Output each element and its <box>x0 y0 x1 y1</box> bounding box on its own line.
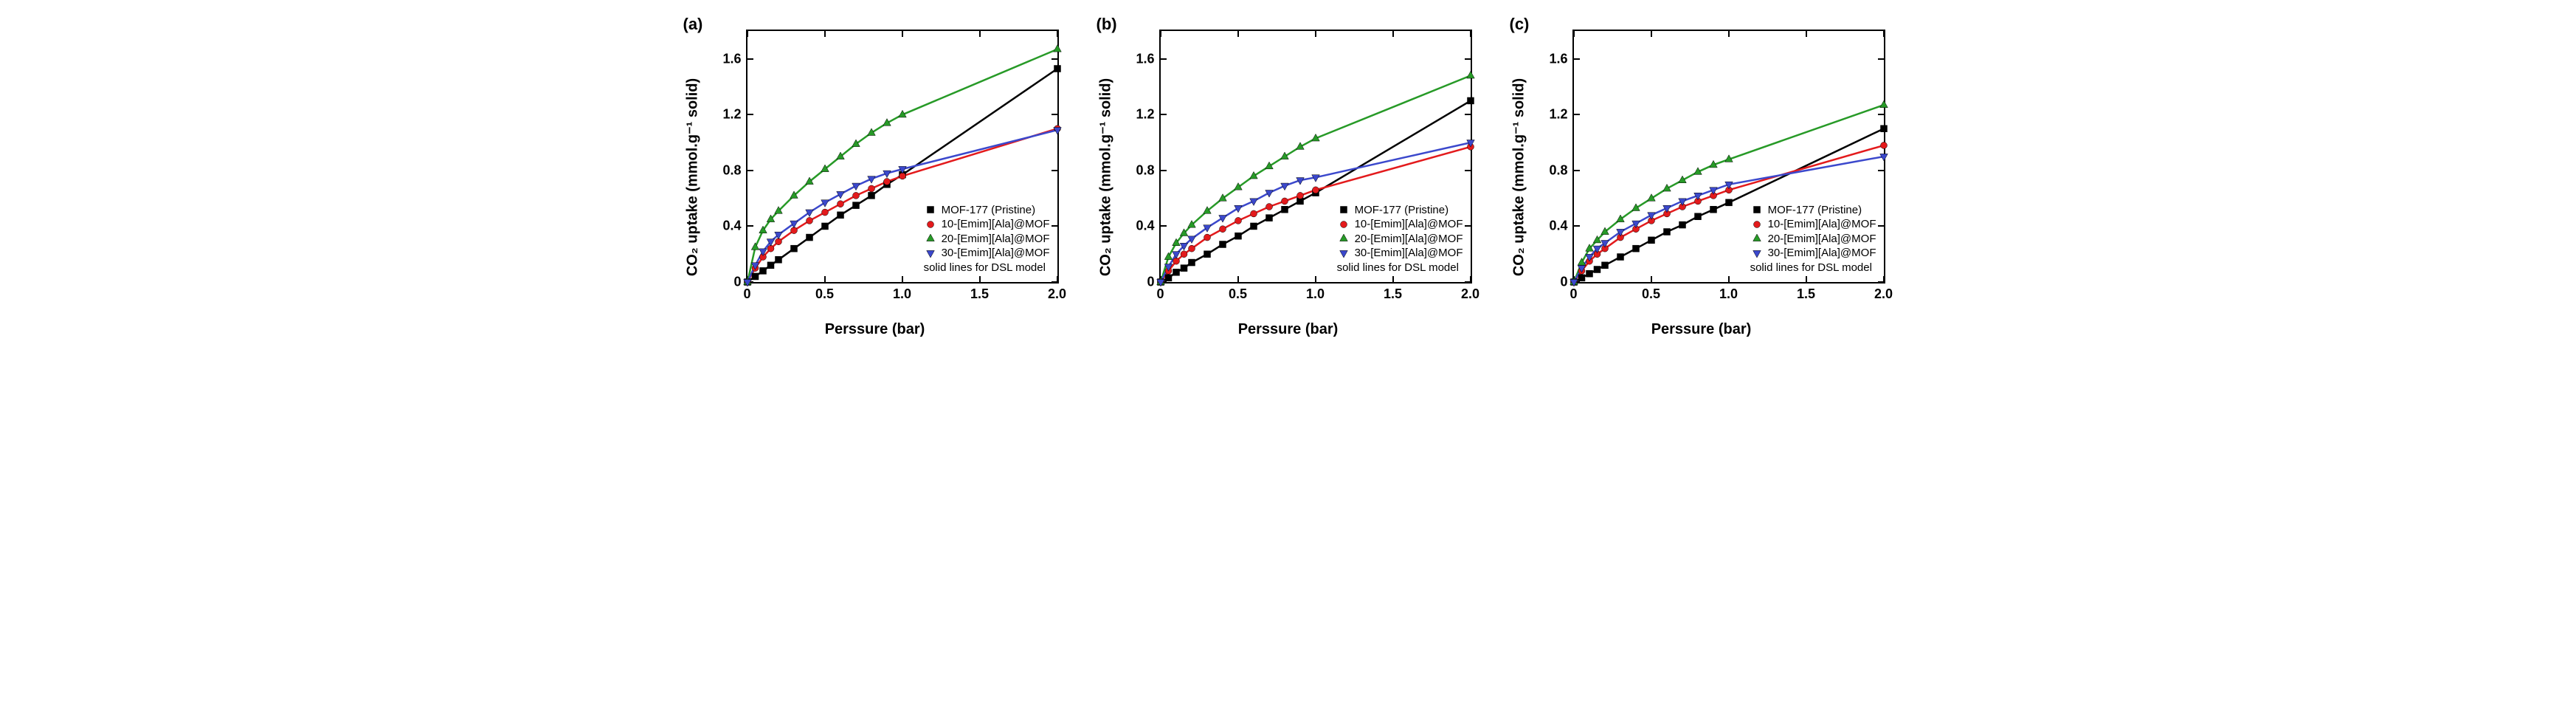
ytick-label: 1.2 <box>1136 107 1160 123</box>
legend-label: 30-[Emim][Ala]@MOF <box>942 246 1050 261</box>
xtick-label: 1.0 <box>1719 282 1738 302</box>
ytick-label: 0.4 <box>1549 219 1573 234</box>
ytick-label: 1.6 <box>1136 51 1160 66</box>
legend-item: 30-[Emim][Ala]@MOF <box>1750 246 1876 261</box>
xlabel-c: Perssure (bar) <box>1651 321 1752 338</box>
panel-b: (b) 00.40.81.21.600.51.01.52.0 MOF-177 (… <box>1097 15 1480 340</box>
panel-label-c: (c) <box>1510 15 1530 34</box>
legend-item: 10-[Emim][Ala]@MOF <box>924 217 1050 232</box>
ytick-label: 0.8 <box>1549 162 1573 178</box>
xtick-label: 1.0 <box>1306 282 1325 302</box>
legend-item: 10-[Emim][Ala]@MOF <box>1337 217 1463 232</box>
ytick-label: 1.6 <box>1549 51 1573 66</box>
legend-label: MOF-177 (Pristine) <box>942 203 1036 218</box>
legend-label: 20-[Emim][Ala]@MOF <box>1355 232 1463 247</box>
xlabel-a: Perssure (bar) <box>825 321 925 338</box>
legend-label: 30-[Emim][Ala]@MOF <box>1768 246 1876 261</box>
panel-label-a: (a) <box>683 15 703 34</box>
legend-label: 20-[Emim][Ala]@MOF <box>942 232 1050 247</box>
ytick-label: 0.8 <box>722 162 747 178</box>
legend-item: 30-[Emim][Ala]@MOF <box>1337 246 1463 261</box>
ytick-label: 0.8 <box>1136 162 1160 178</box>
legend-item: 20-[Emim][Ala]@MOF <box>924 232 1050 247</box>
ylabel-a: CO₂ uptake (mmol.g⁻¹ solid) <box>683 78 701 276</box>
legend-note: solid lines for DSL model <box>924 261 1050 275</box>
plot-c: 00.40.81.21.600.51.01.52.0 MOF-177 (Pris… <box>1572 30 1885 284</box>
legend: MOF-177 (Pristine) 10-[Emim][Ala]@MOF 20… <box>924 203 1050 275</box>
xlabel-b: Perssure (bar) <box>1238 321 1339 338</box>
legend-item: 30-[Emim][Ala]@MOF <box>924 246 1050 261</box>
xtick-label: 1.5 <box>1384 282 1402 302</box>
panel-label-b: (b) <box>1097 15 1117 34</box>
legend-item: MOF-177 (Pristine) <box>924 203 1050 218</box>
plot-a: 00.40.81.21.600.51.01.52.0 MOF-177 (Pris… <box>746 30 1059 284</box>
ytick-label: 1.2 <box>722 107 747 123</box>
ytick-label: 0.4 <box>1136 219 1160 234</box>
ytick-label: 1.6 <box>722 51 747 66</box>
xtick-label: 1.0 <box>893 282 911 302</box>
legend-label: 20-[Emim][Ala]@MOF <box>1768 232 1876 247</box>
xtick-label: 1.5 <box>1797 282 1815 302</box>
xtick-label: 1.5 <box>970 282 989 302</box>
xtick-label: 2.0 <box>1461 282 1479 302</box>
legend: MOF-177 (Pristine) 10-[Emim][Ala]@MOF 20… <box>1750 203 1876 275</box>
ylabel-c: CO₂ uptake (mmol.g⁻¹ solid) <box>1509 78 1527 276</box>
legend-note: solid lines for DSL model <box>1750 261 1876 275</box>
legend-label: 10-[Emim][Ala]@MOF <box>1768 217 1876 232</box>
legend: MOF-177 (Pristine) 10-[Emim][Ala]@MOF 20… <box>1337 203 1463 275</box>
legend-label: 10-[Emim][Ala]@MOF <box>942 217 1050 232</box>
legend-item: 20-[Emim][Ala]@MOF <box>1750 232 1876 247</box>
xtick-label: 2.0 <box>1048 282 1066 302</box>
legend-item: MOF-177 (Pristine) <box>1750 203 1876 218</box>
ytick-label: 1.2 <box>1549 107 1573 123</box>
legend-item: 20-[Emim][Ala]@MOF <box>1337 232 1463 247</box>
legend-label: 10-[Emim][Ala]@MOF <box>1355 217 1463 232</box>
xtick-label: 0.5 <box>1229 282 1247 302</box>
xtick-label: 2.0 <box>1874 282 1893 302</box>
ylabel-b: CO₂ uptake (mmol.g⁻¹ solid) <box>1096 78 1114 276</box>
panel-a: (a) 00.40.81.21.600.51.01.52.0 MOF-177 (… <box>683 15 1067 340</box>
xtick-label: 0.5 <box>815 282 834 302</box>
legend-label: MOF-177 (Pristine) <box>1355 203 1449 218</box>
xtick-label: 0.5 <box>1642 282 1660 302</box>
legend-note: solid lines for DSL model <box>1337 261 1463 275</box>
legend-label: 30-[Emim][Ala]@MOF <box>1355 246 1463 261</box>
legend-item: MOF-177 (Pristine) <box>1337 203 1463 218</box>
panel-c: (c) 00.40.81.21.600.51.01.52.0 MOF-177 (… <box>1510 15 1893 340</box>
plot-b: 00.40.81.21.600.51.01.52.0 MOF-177 (Pris… <box>1159 30 1472 284</box>
legend-item: 10-[Emim][Ala]@MOF <box>1750 217 1876 232</box>
ytick-label: 0.4 <box>722 219 747 234</box>
legend-label: MOF-177 (Pristine) <box>1768 203 1862 218</box>
